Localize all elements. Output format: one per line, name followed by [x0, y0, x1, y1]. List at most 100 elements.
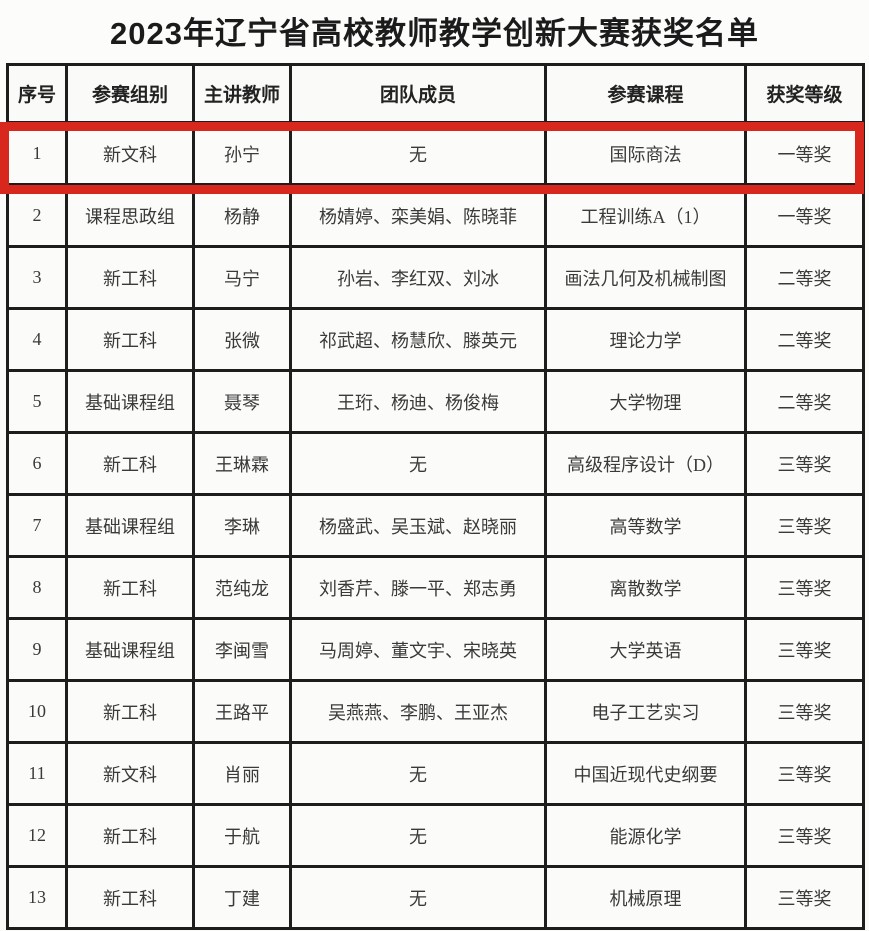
cell-group: 新工科	[65, 865, 195, 930]
cell-group: 新工科	[65, 679, 195, 744]
table-header: 序号 参赛组别 主讲教师 团队成员 参赛课程 获奖等级	[6, 63, 865, 124]
cell-course: 国际商法	[544, 121, 747, 186]
column-header-award: 获奖等级	[744, 63, 865, 124]
cell-teacher: 聂琴	[192, 369, 292, 434]
cell-teacher: 李琳	[192, 493, 292, 558]
cell-course: 大学英语	[544, 617, 747, 682]
cell-award: 三等奖	[744, 865, 865, 930]
cell-group: 新工科	[65, 431, 195, 496]
cell-members: 祁武超、杨慧欣、滕英元	[289, 307, 547, 372]
table-row: 9 基础课程组 李闽雪 马周婷、董文宇、宋晓英 大学英语 三等奖	[6, 617, 865, 682]
cell-no: 4	[6, 307, 68, 372]
cell-course: 能源化学	[544, 803, 747, 868]
cell-award: 三等奖	[744, 803, 865, 868]
cell-teacher: 张微	[192, 307, 292, 372]
cell-no: 2	[6, 183, 68, 248]
cell-teacher: 王路平	[192, 679, 292, 744]
table-row-highlighted: 1 新文科 孙宁 无 国际商法 一等奖	[6, 121, 865, 186]
cell-group: 新工科	[65, 555, 195, 620]
cell-members: 无	[289, 431, 547, 496]
cell-award: 一等奖	[744, 183, 865, 248]
cell-award: 二等奖	[744, 369, 865, 434]
cell-group: 新文科	[65, 741, 195, 806]
table-row: 2 课程思政组 杨静 杨婧婷、栾美娟、陈晓菲 工程训练A（1） 一等奖	[6, 183, 865, 248]
cell-no: 10	[6, 679, 68, 744]
page-title: 2023年辽宁省高校教师教学创新大赛获奖名单	[110, 16, 759, 51]
cell-award: 三等奖	[744, 493, 865, 558]
column-header-no: 序号	[6, 63, 68, 124]
cell-members: 无	[289, 803, 547, 868]
column-header-teacher: 主讲教师	[192, 63, 292, 124]
header-row: 序号 参赛组别 主讲教师 团队成员 参赛课程 获奖等级	[6, 63, 865, 124]
cell-course: 高级程序设计（D）	[544, 431, 747, 496]
cell-teacher: 杨静	[192, 183, 292, 248]
cell-course: 高等数学	[544, 493, 747, 558]
cell-members: 孙岩、李红双、刘冰	[289, 245, 547, 310]
cell-award: 一等奖	[744, 121, 865, 186]
cell-group: 课程思政组	[65, 183, 195, 248]
column-header-course: 参赛课程	[544, 63, 747, 124]
cell-group: 基础课程组	[65, 369, 195, 434]
cell-no: 3	[6, 245, 68, 310]
cell-no: 1	[6, 121, 68, 186]
table-row: 6 新工科 王琳霖 无 高级程序设计（D） 三等奖	[6, 431, 865, 496]
cell-no: 6	[6, 431, 68, 496]
cell-course: 机械原理	[544, 865, 747, 930]
cell-no: 8	[6, 555, 68, 620]
cell-members: 马周婷、董文宇、宋晓英	[289, 617, 547, 682]
table-row: 13 新工科 丁建 无 机械原理 三等奖	[6, 865, 865, 930]
cell-members: 王珩、杨迪、杨俊梅	[289, 369, 547, 434]
cell-teacher: 马宁	[192, 245, 292, 310]
cell-award: 三等奖	[744, 617, 865, 682]
awards-table: 序号 参赛组别 主讲教师 团队成员 参赛课程 获奖等级 1 新文科 孙宁 无 国…	[6, 63, 865, 930]
cell-members: 杨婧婷、栾美娟、陈晓菲	[289, 183, 547, 248]
table-row: 8 新工科 范纯龙 刘香芹、滕一平、郑志勇 离散数学 三等奖	[6, 555, 865, 620]
table-row: 3 新工科 马宁 孙岩、李红双、刘冰 画法几何及机械制图 二等奖	[6, 245, 865, 310]
cell-award: 三等奖	[744, 431, 865, 496]
cell-no: 13	[6, 865, 68, 930]
cell-group: 新工科	[65, 803, 195, 868]
cell-members: 无	[289, 121, 547, 186]
table-body: 1 新文科 孙宁 无 国际商法 一等奖 2 课程思政组 杨静 杨婧婷、栾美娟、陈…	[6, 121, 865, 930]
cell-members: 杨盛武、吴玉斌、赵晓丽	[289, 493, 547, 558]
cell-teacher: 李闽雪	[192, 617, 292, 682]
table-row: 12 新工科 于航 无 能源化学 三等奖	[6, 803, 865, 868]
cell-course: 大学物理	[544, 369, 747, 434]
cell-no: 5	[6, 369, 68, 434]
cell-group: 新工科	[65, 307, 195, 372]
cell-group: 新工科	[65, 245, 195, 310]
cell-teacher: 王琳霖	[192, 431, 292, 496]
table-row: 4 新工科 张微 祁武超、杨慧欣、滕英元 理论力学 二等奖	[6, 307, 865, 372]
cell-teacher: 孙宁	[192, 121, 292, 186]
cell-no: 12	[6, 803, 68, 868]
cell-course: 电子工艺实习	[544, 679, 747, 744]
table-row: 10 新工科 王路平 吴燕燕、李鹏、王亚杰 电子工艺实习 三等奖	[6, 679, 865, 744]
cell-course: 离散数学	[544, 555, 747, 620]
cell-award: 二等奖	[744, 307, 865, 372]
cell-course: 理论力学	[544, 307, 747, 372]
cell-award: 三等奖	[744, 555, 865, 620]
cell-group: 基础课程组	[65, 617, 195, 682]
cell-course: 画法几何及机械制图	[544, 245, 747, 310]
table-row: 5 基础课程组 聂琴 王珩、杨迪、杨俊梅 大学物理 二等奖	[6, 369, 865, 434]
cell-teacher: 肖丽	[192, 741, 292, 806]
table-row: 11 新文科 肖丽 无 中国近现代史纲要 三等奖	[6, 741, 865, 806]
table-row: 7 基础课程组 李琳 杨盛武、吴玉斌、赵晓丽 高等数学 三等奖	[6, 493, 865, 558]
cell-award: 三等奖	[744, 679, 865, 744]
cell-members: 无	[289, 741, 547, 806]
cell-no: 9	[6, 617, 68, 682]
cell-group: 新文科	[65, 121, 195, 186]
cell-award: 二等奖	[744, 245, 865, 310]
column-header-group: 参赛组别	[65, 63, 195, 124]
cell-members: 刘香芹、滕一平、郑志勇	[289, 555, 547, 620]
cell-award: 三等奖	[744, 741, 865, 806]
cell-teacher: 丁建	[192, 865, 292, 930]
column-header-members: 团队成员	[289, 63, 547, 124]
cell-members: 无	[289, 865, 547, 930]
cell-no: 7	[6, 493, 68, 558]
cell-teacher: 于航	[192, 803, 292, 868]
cell-group: 基础课程组	[65, 493, 195, 558]
cell-members: 吴燕燕、李鹏、王亚杰	[289, 679, 547, 744]
cell-course: 中国近现代史纲要	[544, 741, 747, 806]
